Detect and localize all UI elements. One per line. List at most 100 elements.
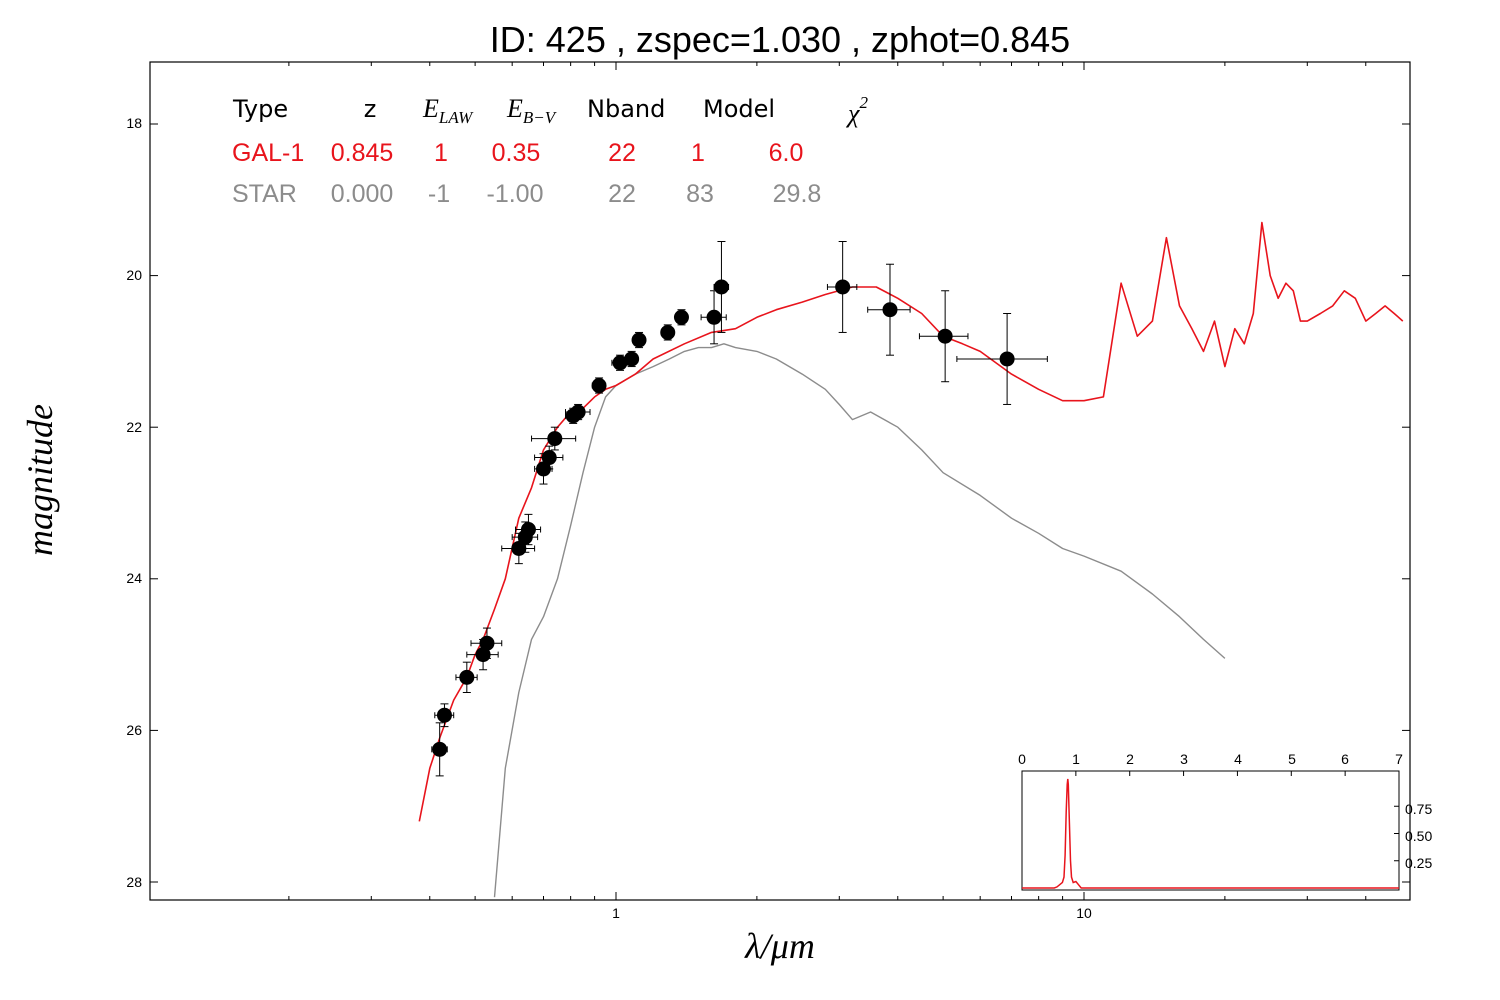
- row-type: STAR: [232, 180, 297, 208]
- photometry-point: [631, 331, 647, 349]
- inset-ticks: [1021, 771, 1400, 862]
- table-row-star: STAR 0.000 -1 -1.00 22 83 29.8: [232, 180, 821, 208]
- main-plot: [149, 61, 1411, 901]
- photometry-marker: [673, 309, 689, 325]
- photometry-marker: [520, 522, 536, 538]
- row-z: 0.000: [331, 180, 394, 208]
- row-chi2: 29.8: [773, 180, 822, 208]
- header-ebv: EB−V: [506, 94, 558, 127]
- y-tick-label: 18: [126, 115, 142, 131]
- row-type: GAL-1: [232, 139, 304, 167]
- inset-x-tick-label: 3: [1180, 751, 1188, 767]
- photometry-point: [434, 703, 455, 728]
- galaxy-template-line: [418, 221, 1404, 822]
- photometry-marker: [706, 309, 722, 325]
- row-model: 83: [686, 180, 714, 208]
- photometry-marker: [713, 279, 729, 295]
- inset-curve-layer: [1022, 778, 1399, 889]
- photometry-marker: [432, 741, 448, 757]
- photometry-point: [713, 240, 730, 333]
- photometry-point: [673, 309, 689, 326]
- inset-x-tick-label: 0: [1018, 751, 1026, 767]
- y-tick-label: 20: [126, 267, 142, 283]
- row-elaw: -1: [428, 180, 450, 208]
- photometry-marker: [999, 351, 1015, 367]
- row-ebv: -1.00: [487, 180, 544, 208]
- header-nband: Nband: [587, 95, 665, 123]
- star-template-layer: [493, 343, 1226, 898]
- photometry-point: [470, 627, 503, 659]
- photometry-point: [700, 290, 727, 345]
- photometry-point: [565, 403, 591, 421]
- inset-x-tick-label: 5: [1288, 751, 1296, 767]
- x-tick-label: 1: [612, 905, 620, 921]
- photometry-point: [455, 661, 478, 693]
- photometry-marker: [570, 404, 586, 420]
- table-row-galaxy: GAL-1 0.845 1 0.35 22 1 6.0: [232, 139, 803, 167]
- pdz-curve: [1022, 778, 1399, 889]
- photometry-marker: [479, 635, 495, 651]
- star-template-line: [493, 343, 1226, 898]
- photometry-point: [826, 240, 858, 333]
- photometry-marker: [591, 378, 607, 394]
- header-type: Type: [232, 95, 288, 123]
- row-ebv: 0.35: [492, 139, 541, 167]
- y-tick-label: 22: [126, 419, 142, 435]
- galaxy-template-layer: [418, 221, 1404, 822]
- header-elaw: ELAW: [422, 94, 474, 127]
- photometry-layer: [431, 240, 1048, 777]
- photometry-point: [515, 513, 542, 546]
- plot-frame: [149, 61, 1411, 901]
- header-model: Model: [703, 95, 775, 123]
- header-chi2: χ2: [845, 93, 868, 128]
- photometry-point: [867, 263, 911, 356]
- photometry-marker: [835, 279, 851, 295]
- photometry-point: [918, 290, 969, 383]
- photometry-point: [956, 313, 1048, 405]
- y-axis-label: magnitude: [20, 404, 60, 556]
- row-nband: 22: [608, 139, 636, 167]
- axis-ticks: [150, 62, 1410, 900]
- photometry-marker: [436, 707, 452, 723]
- fit-summary-table: Type z ELAW EB−V Nband Model χ2 GAL-1 0.…: [232, 93, 868, 208]
- y-tick-label: 28: [126, 874, 142, 890]
- inset-x-tick-label: 2: [1126, 751, 1134, 767]
- photometry-point: [591, 377, 607, 394]
- row-z: 0.845: [331, 139, 394, 167]
- photometry-marker: [631, 332, 647, 348]
- photometry-marker: [624, 351, 640, 367]
- photometry-point: [431, 722, 448, 777]
- photometry-marker: [547, 431, 563, 447]
- photometry-point: [534, 445, 564, 470]
- pdz-inset: 0 1 2 3 4 5 6 7 0.25 0.50 0.75: [1018, 751, 1432, 891]
- inset-x-tick-label: 4: [1234, 751, 1242, 767]
- y-tick-label: 24: [126, 570, 142, 586]
- photometry-marker: [459, 669, 475, 685]
- inset-y-tick-label: 0.75: [1405, 801, 1432, 817]
- photometry-marker: [536, 461, 552, 477]
- photometry-marker: [612, 355, 628, 371]
- photometry-marker: [541, 450, 557, 466]
- inset-x-tick-label: 6: [1341, 751, 1349, 767]
- inset-x-tick-label: 7: [1395, 751, 1403, 767]
- x-axis-label: λ/μm: [744, 926, 815, 966]
- inset-y-tick-label: 0.50: [1405, 828, 1432, 844]
- row-nband: 22: [608, 180, 636, 208]
- figure-title: ID: 425 , zspec=1.030 , zphot=0.845: [490, 19, 1070, 60]
- row-chi2: 6.0: [769, 139, 804, 167]
- photometry-marker: [660, 324, 676, 340]
- photometry-marker: [882, 302, 898, 318]
- inset-frame: [1021, 770, 1400, 891]
- photometry-marker: [937, 328, 953, 344]
- photometry-point: [624, 350, 640, 368]
- photometry-point: [660, 324, 676, 341]
- inset-x-tick-label: 1: [1072, 751, 1080, 767]
- x-tick-label: 10: [1076, 905, 1092, 921]
- header-z: z: [364, 95, 377, 123]
- y-tick-label: 26: [126, 722, 142, 738]
- row-model: 1: [691, 139, 705, 167]
- inset-y-tick-label: 0.25: [1405, 855, 1432, 871]
- row-elaw: 1: [434, 139, 448, 167]
- photometry-point: [531, 426, 577, 451]
